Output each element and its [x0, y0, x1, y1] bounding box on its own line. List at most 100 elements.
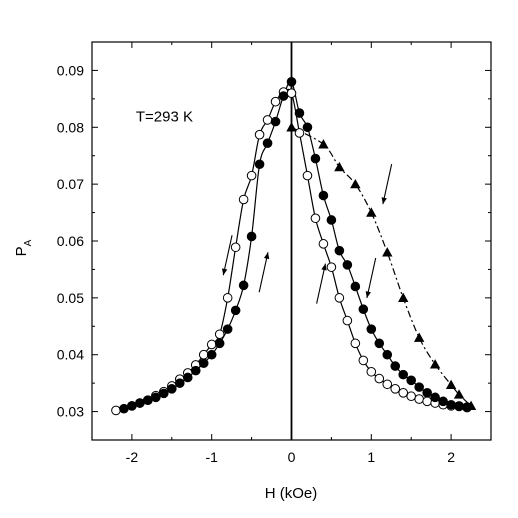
- open-circle-point: [302, 170, 313, 181]
- triangle-point: [453, 389, 465, 399]
- temperature-annotation: T=293 K: [136, 109, 193, 126]
- filled-circle-point: [254, 159, 265, 170]
- open-circle-point: [254, 129, 265, 140]
- open-circle-point: [422, 396, 432, 407]
- open-circle-point: [230, 242, 241, 253]
- y-axis-label: P: [13, 246, 30, 256]
- svg-text:PA: PA: [13, 239, 34, 256]
- y-tick-label: 0.07: [57, 176, 84, 192]
- open-circle-point: [398, 388, 409, 398]
- filled-circle-point: [278, 91, 289, 101]
- filled-circle-point: [222, 324, 233, 334]
- y-tick-label: 0.04: [57, 347, 84, 363]
- filled-circle-point: [135, 398, 145, 408]
- filled-circle-point: [334, 245, 345, 256]
- open-circle-point: [214, 329, 225, 340]
- sweep-arrow-shaft: [366, 257, 377, 299]
- filled-circle-point: [206, 349, 217, 360]
- filled-circle-point: [151, 392, 161, 403]
- open-circle-point: [318, 239, 329, 249]
- filled-circle-point: [390, 361, 401, 371]
- filled-circle-point: [422, 388, 432, 398]
- filled-circle-point: [310, 153, 321, 164]
- y-tick-label: 0.05: [57, 290, 84, 306]
- filled-circle-point: [382, 349, 393, 360]
- filled-circle-point: [342, 260, 353, 270]
- axis-ticks: [91, 41, 492, 441]
- y-axis-label-group: PA: [13, 239, 34, 256]
- series-2-line: [291, 126, 472, 407]
- y-axis-label-subscript: A: [23, 239, 34, 246]
- open-circle-point: [366, 366, 377, 377]
- sweep-arrow-head: [221, 268, 228, 276]
- filled-circle-point: [374, 338, 385, 349]
- sweep-arrow-head: [381, 197, 387, 205]
- filled-circle-point: [270, 116, 281, 127]
- filled-circle-point: [246, 231, 257, 242]
- triangle-point: [413, 332, 425, 342]
- triangle-point: [398, 292, 409, 303]
- sweep-arrow-shaft: [258, 252, 269, 293]
- open-circle-point: [350, 338, 361, 349]
- open-circle-point: [206, 339, 217, 350]
- filled-circle-point: [454, 401, 464, 411]
- filled-circle-point: [286, 77, 297, 87]
- filled-circle-point: [214, 338, 225, 349]
- open-circle-point: [334, 293, 345, 303]
- y-tick-label: 0.03: [57, 404, 84, 420]
- open-circle-point: [238, 194, 249, 205]
- x-tick-label: 0: [288, 449, 296, 465]
- open-circle-point: [294, 128, 305, 138]
- filled-circle-point: [119, 403, 129, 414]
- filled-circle-point: [174, 378, 185, 388]
- filled-circle-point: [159, 388, 169, 399]
- open-circle-point: [246, 170, 257, 181]
- filled-circle-point: [198, 358, 209, 369]
- series-markers: [111, 77, 477, 416]
- x-axis-label: H (kOe): [265, 485, 318, 502]
- open-circle-point: [111, 405, 121, 416]
- filled-circle-point: [143, 395, 153, 406]
- sweep-arrow-shaft: [316, 263, 326, 304]
- y-tick-label: 0.08: [57, 119, 84, 135]
- x-tick-label: 1: [367, 449, 375, 465]
- filled-circle-point: [358, 304, 369, 315]
- open-circle-point: [374, 373, 385, 384]
- open-circle-point: [406, 391, 417, 402]
- x-tick-label: -1: [205, 449, 218, 465]
- filled-circle-point: [350, 281, 361, 292]
- open-circle-point: [342, 315, 353, 326]
- filled-circle-point: [366, 324, 377, 334]
- open-circle-point: [382, 379, 393, 390]
- triangle-point: [334, 161, 345, 172]
- triangle-point: [366, 207, 377, 217]
- filled-circle-point: [430, 392, 440, 403]
- filled-circle-point: [238, 280, 249, 291]
- filled-circle-point: [182, 372, 193, 383]
- y-tick-label: 0.06: [57, 233, 84, 249]
- sweep-arrow-head: [263, 252, 270, 260]
- triangle-point: [350, 178, 361, 189]
- filled-circle-point: [406, 375, 417, 386]
- filled-circle-point: [294, 108, 305, 118]
- sweep-arrow-head: [321, 263, 327, 271]
- open-circle-point: [414, 394, 424, 404]
- filled-circle-point: [127, 401, 137, 411]
- triangle-point: [286, 122, 297, 132]
- filled-circle-point: [230, 305, 241, 316]
- field-sweep-arrows: [221, 164, 393, 304]
- y-tick-label: 0.09: [57, 62, 84, 78]
- filled-circle-point: [326, 215, 337, 225]
- triangle-point: [382, 247, 393, 257]
- triangle-point: [445, 379, 457, 390]
- filled-circle-point: [398, 369, 409, 380]
- filled-circle-point: [438, 396, 448, 407]
- filled-circle-point: [167, 384, 177, 394]
- open-circle-point: [198, 349, 209, 360]
- filled-circle-point: [262, 138, 273, 149]
- triangle-point: [318, 139, 329, 149]
- sweep-arrow-shaft: [222, 235, 233, 276]
- x-tick-label: -2: [126, 449, 139, 465]
- sweep-arrow-head: [365, 291, 371, 298]
- open-circle-point: [326, 262, 337, 272]
